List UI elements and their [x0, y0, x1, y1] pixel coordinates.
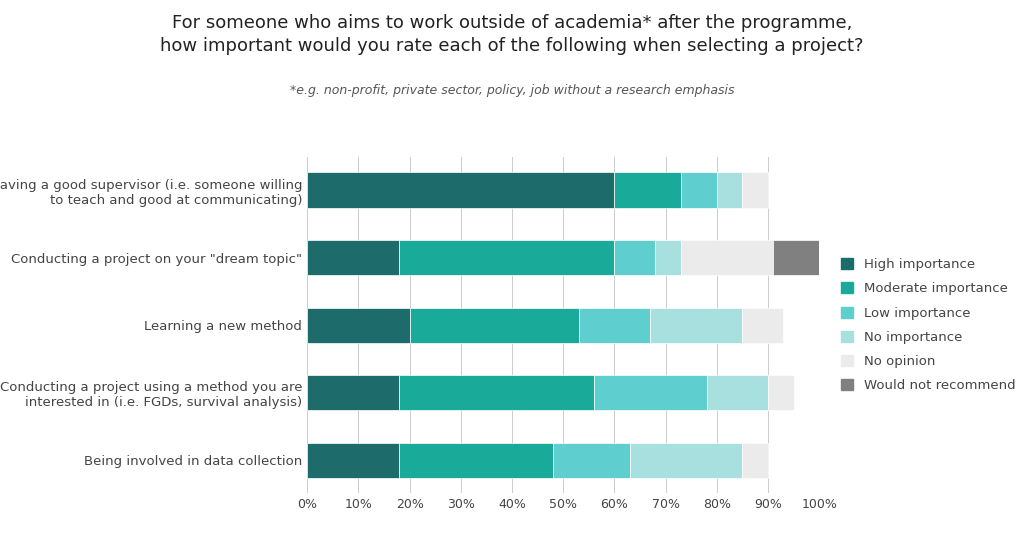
- Bar: [307, 240, 399, 275]
- Bar: [742, 308, 783, 343]
- Bar: [717, 172, 742, 208]
- Bar: [614, 240, 655, 275]
- Bar: [742, 172, 768, 208]
- Bar: [614, 172, 681, 208]
- Bar: [553, 443, 630, 478]
- Bar: [579, 308, 650, 343]
- Bar: [681, 172, 717, 208]
- Bar: [655, 240, 681, 275]
- Bar: [307, 443, 399, 478]
- Bar: [399, 375, 594, 410]
- Bar: [594, 375, 707, 410]
- Bar: [742, 443, 768, 478]
- Bar: [399, 443, 553, 478]
- Bar: [773, 240, 819, 275]
- Bar: [768, 375, 794, 410]
- Text: *e.g. non-profit, private sector, policy, job without a research emphasis: *e.g. non-profit, private sector, policy…: [290, 84, 734, 97]
- Legend: High importance, Moderate importance, Low importance, No importance, No opinion,: High importance, Moderate importance, Lo…: [841, 258, 1015, 392]
- Text: For someone who aims to work outside of academia* after the programme,
how impor: For someone who aims to work outside of …: [160, 14, 864, 55]
- Bar: [307, 375, 399, 410]
- Bar: [410, 308, 579, 343]
- Bar: [650, 308, 742, 343]
- Bar: [307, 308, 410, 343]
- Bar: [681, 240, 773, 275]
- Bar: [307, 172, 614, 208]
- Bar: [630, 443, 742, 478]
- Bar: [707, 375, 768, 410]
- Bar: [399, 240, 614, 275]
